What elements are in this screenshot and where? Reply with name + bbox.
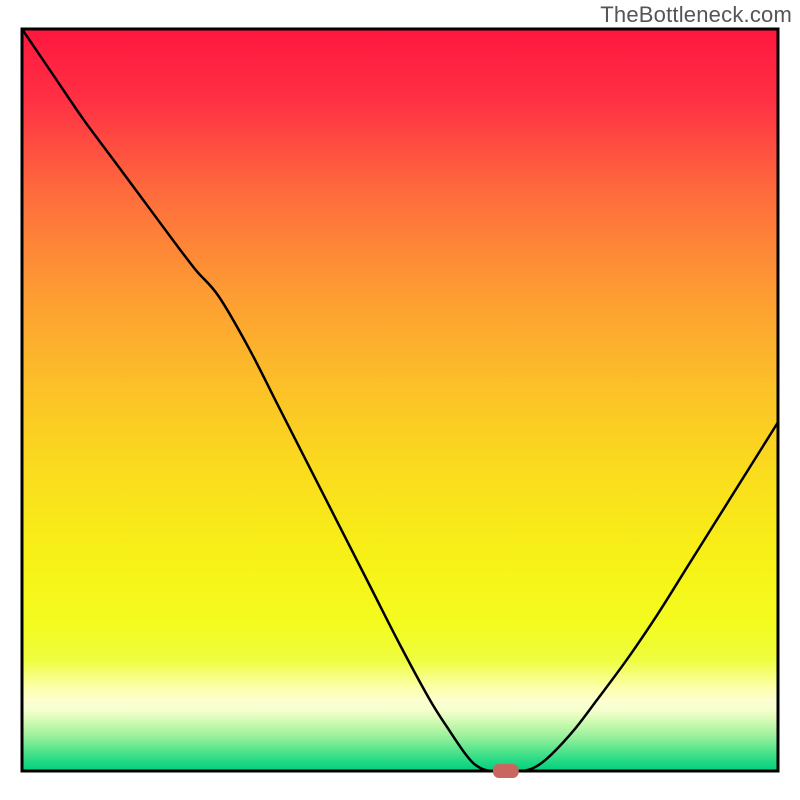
bottleneck-curve-chart bbox=[0, 0, 800, 800]
watermark-text: TheBottleneck.com bbox=[600, 2, 792, 28]
plot-background bbox=[22, 29, 778, 771]
optimal-marker bbox=[493, 764, 519, 778]
chart-container: TheBottleneck.com bbox=[0, 0, 800, 800]
